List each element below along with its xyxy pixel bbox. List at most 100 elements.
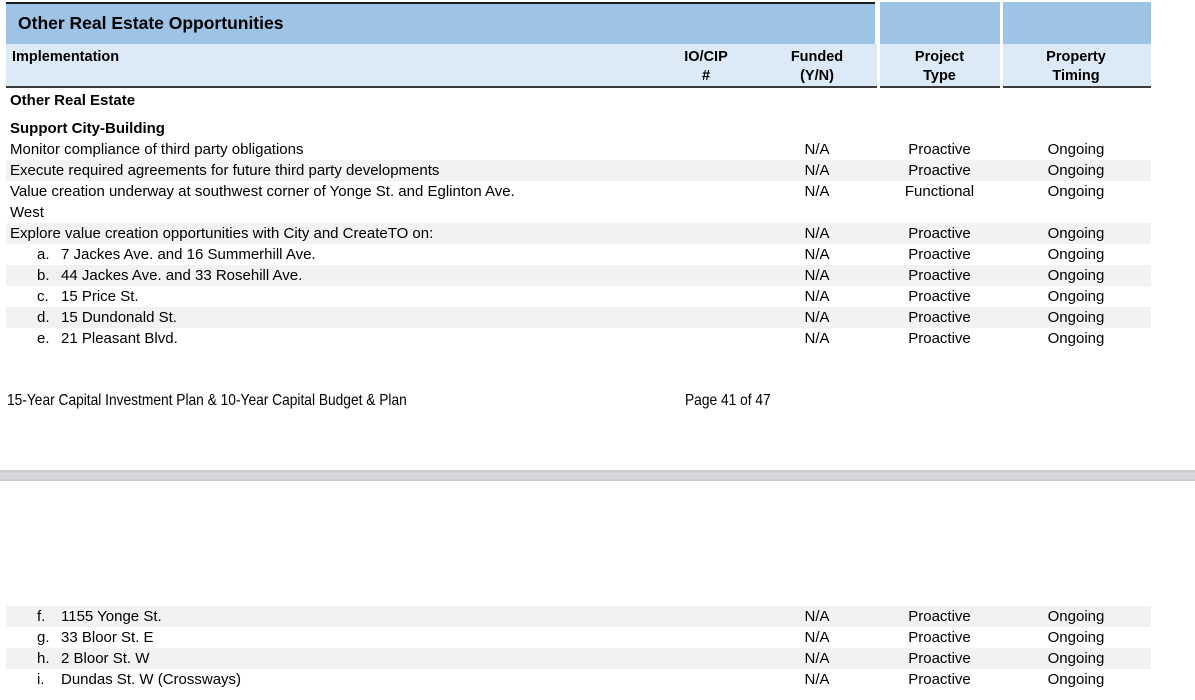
project-type-cell: Proactive xyxy=(908,650,971,667)
table-row: d. 15 Dundonald St. N/A Proactive Ongoing xyxy=(6,307,1151,328)
project-type-cell: Functional xyxy=(904,183,975,200)
implementation-cell: d. 15 Dundonald St. xyxy=(6,307,656,328)
funded-cell: N/A xyxy=(804,141,830,158)
implementation-cell: Explore value creation opportunities wit… xyxy=(6,223,656,244)
table-row: Execute required agreements for future t… xyxy=(6,160,1151,181)
col-header-implementation: Implementation xyxy=(12,49,120,65)
row-label: 15 Price St. xyxy=(61,288,139,305)
project-type-cell: Proactive xyxy=(908,608,971,625)
funded-cell: N/A xyxy=(804,650,830,667)
row-letter: f. xyxy=(37,608,46,625)
property-timing-cell: Ongoing xyxy=(1047,183,1105,200)
table-title-bar: Other Real Estate Opportunities xyxy=(6,2,1151,44)
project-type-cell: Proactive xyxy=(908,330,971,347)
table-row: g. 33 Bloor St. E N/A Proactive Ongoing xyxy=(6,627,1151,648)
row-label: 33 Bloor St. E xyxy=(61,629,154,646)
page-divider xyxy=(0,470,1195,481)
col-header-property-timing: Property Timing xyxy=(1046,49,1106,84)
column-separator xyxy=(1000,0,1003,88)
implementation-cell: c. 15 Price St. xyxy=(6,286,656,307)
implementation-cell: f. 1155 Yonge St. xyxy=(6,606,656,627)
opportunities-table-continued: f. 1155 Yonge St. N/A Proactive Ongoing g… xyxy=(6,604,1151,690)
row-letter: g. xyxy=(37,629,50,646)
implementation-cell: Execute required agreements for future t… xyxy=(6,160,656,181)
property-timing-cell: Ongoing xyxy=(1047,267,1105,284)
funded-cell: N/A xyxy=(804,162,830,179)
funded-cell: N/A xyxy=(804,225,830,242)
implementation-cell: g. 33 Bloor St. E xyxy=(6,627,656,648)
table-row: h. 2 Bloor St. W N/A Proactive Ongoing xyxy=(6,648,1151,669)
table-row: Explore value creation opportunities wit… xyxy=(6,223,1151,244)
project-type-cell: Proactive xyxy=(908,162,971,179)
footer-document-title: 15-Year Capital Investment Plan & 10-Yea… xyxy=(7,392,407,409)
project-type-cell: Proactive xyxy=(908,141,971,158)
table-row: c. 15 Price St. N/A Proactive Ongoing xyxy=(6,286,1151,307)
implementation-cell: a. 7 Jackes Ave. and 16 Summerhill Ave. xyxy=(6,244,656,265)
funded-cell: N/A xyxy=(804,267,830,284)
title-bar-spacer-project-type xyxy=(877,2,1001,44)
row-label: Value creation underway at southwest cor… xyxy=(10,183,515,221)
page-footer: 15-Year Capital Investment Plan & 10-Yea… xyxy=(0,392,1195,412)
table-title-cell: Other Real Estate Opportunities xyxy=(6,2,876,44)
property-timing-cell: Ongoing xyxy=(1047,608,1105,625)
table-row: b. 44 Jackes Ave. and 33 Rosehill Ave. N/… xyxy=(6,265,1151,286)
implementation-cell: Support City-Building xyxy=(6,118,656,139)
pdf-page-41: Other Real Estate Opportunities Implemen… xyxy=(0,0,1195,412)
col-header-project-type: Project Type xyxy=(914,49,965,84)
project-type-cell: Proactive xyxy=(908,671,971,688)
row-label: 7 Jackes Ave. and 16 Summerhill Ave. xyxy=(61,246,316,263)
row-letter: d. xyxy=(37,309,50,326)
row-label: Explore value creation opportunities wit… xyxy=(10,225,434,242)
property-timing-cell: Ongoing xyxy=(1047,629,1105,646)
row-letter: b. xyxy=(37,267,50,284)
row-letter: i. xyxy=(37,671,45,688)
row-label: Support City-Building xyxy=(10,120,165,137)
funded-cell: N/A xyxy=(804,246,830,263)
table-row: f. 1155 Yonge St. N/A Proactive Ongoing xyxy=(6,606,1151,627)
project-type-cell: Proactive xyxy=(908,288,971,305)
row-label: 21 Pleasant Blvd. xyxy=(61,330,178,347)
funded-cell: N/A xyxy=(804,330,830,347)
table-row: a. 7 Jackes Ave. and 16 Summerhill Ave. N… xyxy=(6,244,1151,265)
row-letter: e. xyxy=(37,330,50,347)
project-type-cell: Proactive xyxy=(908,246,971,263)
row-label: 1155 Yonge St. xyxy=(61,608,162,625)
project-type-cell: Proactive xyxy=(908,267,971,284)
project-type-cell: Proactive xyxy=(908,629,971,646)
property-timing-cell: Ongoing xyxy=(1047,288,1105,305)
table-row: i. Dundas St. W (Crossways) N/A Proactive… xyxy=(6,669,1151,690)
property-timing-cell: Ongoing xyxy=(1047,650,1105,667)
row-label: Execute required agreements for future t… xyxy=(10,162,440,179)
row-label: 44 Jackes Ave. and 33 Rosehill Ave. xyxy=(61,267,303,284)
property-timing-cell: Ongoing xyxy=(1047,225,1105,242)
row-label: 15 Dundonald St. xyxy=(61,309,177,326)
table-row: e. 21 Pleasant Blvd. N/A Proactive Ongoin… xyxy=(6,328,1151,349)
table-row: Value creation underway at southwest cor… xyxy=(6,181,1151,223)
row-label: Dundas St. W (Crossways) xyxy=(61,671,242,688)
implementation-cell: Other Real Estate xyxy=(6,90,656,111)
opportunities-table: Other Real Estate Opportunities Implemen… xyxy=(6,0,1151,349)
implementation-cell: Monitor compliance of third party obliga… xyxy=(6,139,656,160)
row-label: 2 Bloor St. W xyxy=(61,650,150,667)
implementation-cell: b. 44 Jackes Ave. and 33 Rosehill Ave. xyxy=(6,265,656,286)
table-body-page-41: Other Real Estate Support City-Building … xyxy=(6,88,1151,349)
funded-cell: N/A xyxy=(804,288,830,305)
table-row: Other Real Estate xyxy=(6,90,1151,111)
funded-cell: N/A xyxy=(804,629,830,646)
project-type-cell: Proactive xyxy=(908,225,971,242)
implementation-cell: Value creation underway at southwest cor… xyxy=(6,181,656,223)
project-type-cell: Proactive xyxy=(908,309,971,326)
implementation-cell: e. 21 Pleasant Blvd. xyxy=(6,328,656,349)
row-letter: c. xyxy=(37,288,49,305)
funded-cell: N/A xyxy=(804,183,830,200)
funded-cell: N/A xyxy=(804,671,830,688)
implementation-cell: h. 2 Bloor St. W xyxy=(6,648,656,669)
funded-cell: N/A xyxy=(804,608,830,625)
col-header-funded: Funded (Y/N) xyxy=(790,49,844,84)
property-timing-cell: Ongoing xyxy=(1047,330,1105,347)
table-title: Other Real Estate Opportunities xyxy=(18,13,284,33)
table-row: Monitor compliance of third party obliga… xyxy=(6,139,1151,160)
row-letter: a. xyxy=(37,246,50,263)
column-separator xyxy=(877,0,880,88)
property-timing-cell: Ongoing xyxy=(1047,141,1105,158)
